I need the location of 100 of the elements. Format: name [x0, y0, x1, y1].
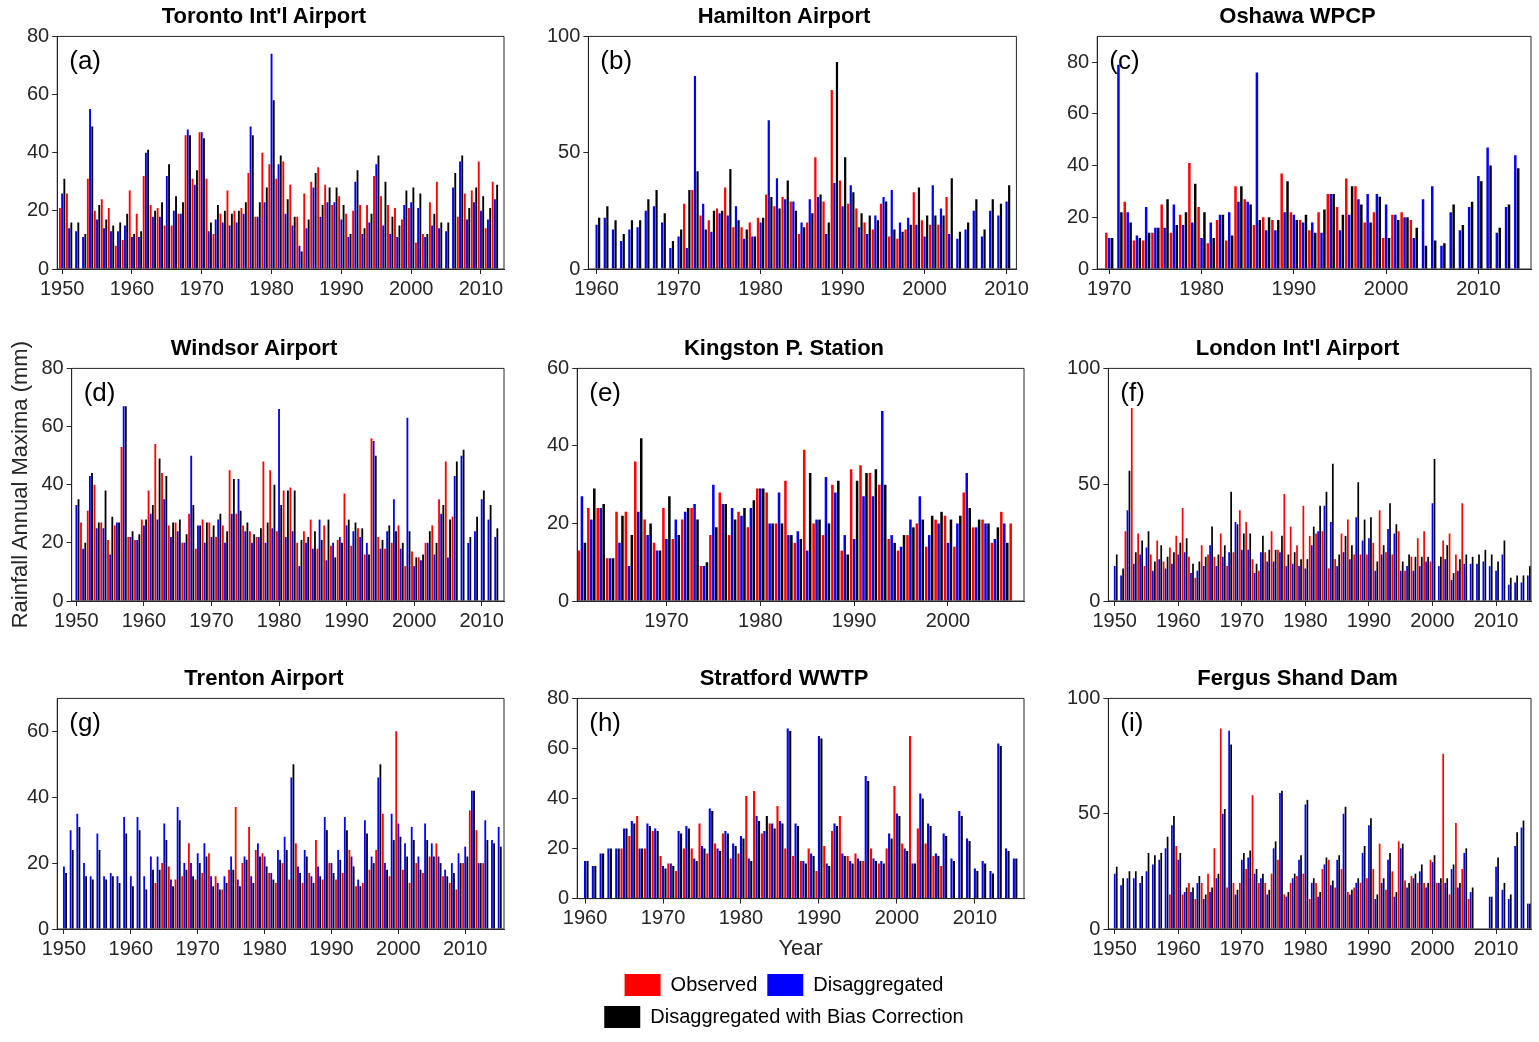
x-tick-label: 2010 — [1456, 276, 1501, 299]
x-tick-label: 1980 — [1283, 608, 1328, 631]
y-tick-label: 80 — [547, 685, 570, 708]
x-tick-label: 2000 — [391, 608, 437, 631]
annotation: (e) — [589, 376, 622, 407]
x-tick-label: 2010 — [952, 906, 998, 929]
x-tick-label: 2010 — [458, 276, 504, 299]
x-tick-label: 1960 — [1156, 608, 1201, 631]
x-tick-label: 1980 — [242, 936, 287, 959]
x-tick-label: 1960 — [562, 906, 608, 929]
legend-label: Disaggregated — [813, 972, 944, 995]
x-tick-label: 1980 — [256, 608, 302, 631]
y-tick-label: 80 — [41, 355, 64, 378]
y-tick-label: 20 — [27, 198, 50, 221]
y-tick-label: 0 — [52, 588, 64, 611]
y-tick-label: 20 — [1067, 204, 1090, 227]
y-tick-label: 40 — [547, 786, 570, 809]
y-tick-label: 60 — [1067, 101, 1090, 124]
y-tick-label: 20 — [547, 510, 570, 533]
x-tick-label: 1970 — [1086, 276, 1132, 299]
x-tick-label: 2000 — [1410, 608, 1455, 631]
x-tick-label: 2000 — [902, 276, 947, 299]
chart-title: Kingston P. Station — [683, 335, 885, 361]
annotation: (b) — [600, 44, 633, 75]
annotation: (h) — [589, 706, 622, 737]
y-tick-label: 0 — [1089, 916, 1101, 939]
x-tick-label: 1990 — [1271, 276, 1317, 299]
y-tick-label: 60 — [27, 82, 50, 105]
legend-label: Observed — [670, 972, 758, 995]
x-tick-label: 1970 — [656, 276, 701, 299]
y-tick-label: 40 — [41, 472, 64, 495]
y-tick-label: 100 — [1066, 685, 1101, 708]
y-tick-label: 0 — [1089, 588, 1101, 611]
x-tick-label: 2010 — [984, 276, 1029, 299]
x-tick-label: 1950 — [39, 276, 85, 299]
y-tick-label: 80 — [27, 23, 50, 46]
x-tick-label: 1990 — [1346, 936, 1392, 959]
y-tick-label: 50 — [1078, 801, 1101, 824]
chart-title: Fergus Shand Dam — [1197, 665, 1398, 691]
y-tick-label: 100 — [1066, 355, 1101, 378]
x-tick-label: 1990 — [309, 936, 354, 959]
y-tick-label: 0 — [558, 588, 570, 611]
chart-title: Toronto Int'l Airport — [161, 3, 367, 29]
x-tick-label: 1970 — [640, 906, 686, 929]
y-tick-label: 20 — [27, 850, 50, 873]
x-tick-label: 1960 — [1156, 936, 1201, 959]
x-tick-label: 1960 — [121, 608, 167, 631]
y-tick-label: 40 — [547, 433, 570, 456]
x-tick-label: 2010 — [1473, 608, 1519, 631]
annotation: (g) — [69, 706, 102, 737]
chart-title: Trenton Airport — [184, 665, 345, 691]
x-tick-label: 2010 — [1473, 936, 1519, 959]
x-tick-label: 1970 — [644, 608, 689, 631]
y-tick-label: 0 — [1078, 256, 1090, 279]
y-tick-label: 0 — [569, 256, 581, 279]
y-tick-label: 40 — [27, 140, 50, 163]
y-tick-label: 0 — [38, 916, 50, 939]
x-tick-label: 1990 — [324, 608, 369, 631]
x-tick-label: 1980 — [718, 906, 764, 929]
legend-label: Disaggregated with Bias Correction — [650, 1004, 964, 1027]
y-tick-label: 80 — [1067, 49, 1090, 72]
y-tick-label: 40 — [1067, 153, 1090, 176]
annotation: (a) — [69, 44, 102, 75]
y-tick-label: 20 — [547, 836, 570, 859]
x-tick-label: 1970 — [1219, 608, 1265, 631]
chart-title: Windsor Airport — [170, 335, 338, 361]
chart-title: Stratford WWTP — [699, 665, 869, 691]
annotation: (f) — [1120, 376, 1145, 407]
x-tick-label: 1970 — [1219, 936, 1265, 959]
x-tick-label: 1970 — [175, 936, 220, 959]
chart-title: Hamilton Airport — [697, 3, 872, 29]
y-tick-label: 50 — [1078, 472, 1101, 495]
chart-title: Oshawa WPCP — [1219, 3, 1376, 29]
x-tick-label: 2000 — [874, 906, 920, 929]
y-axis-title: Rainfall Annual Maxima (mm) — [7, 341, 33, 629]
y-tick-label: 50 — [558, 140, 581, 163]
annotation: (d) — [83, 376, 116, 407]
y-tick-label: 60 — [547, 735, 570, 758]
y-tick-label: 100 — [546, 23, 581, 46]
x-tick-label: 2010 — [459, 608, 504, 631]
x-tick-label: 1990 — [820, 276, 865, 299]
x-tick-label: 1980 — [1179, 276, 1224, 299]
y-tick-label: 60 — [547, 355, 570, 378]
x-tick-label: 1950 — [1092, 936, 1137, 959]
x-tick-label: 2000 — [388, 276, 434, 299]
x-tick-label: 1990 — [796, 906, 842, 929]
x-tick-label: 1950 — [1092, 608, 1137, 631]
y-tick-label: 20 — [41, 530, 64, 553]
x-tick-label: 1990 — [319, 276, 364, 299]
x-tick-label: 1980 — [249, 276, 294, 299]
y-tick-label: 0 — [558, 886, 570, 909]
x-tick-label: 1970 — [189, 608, 234, 631]
x-tick-label: 1950 — [54, 608, 99, 631]
x-tick-label: 2000 — [376, 936, 421, 959]
x-tick-label: 1960 — [109, 276, 155, 299]
x-tick-label: 1980 — [738, 608, 783, 631]
x-tick-label: 1980 — [1283, 936, 1328, 959]
y-tick-label: 40 — [27, 784, 50, 807]
x-tick-label: 1960 — [574, 276, 619, 299]
chart-title: London Int'l Airport — [1195, 335, 1400, 361]
